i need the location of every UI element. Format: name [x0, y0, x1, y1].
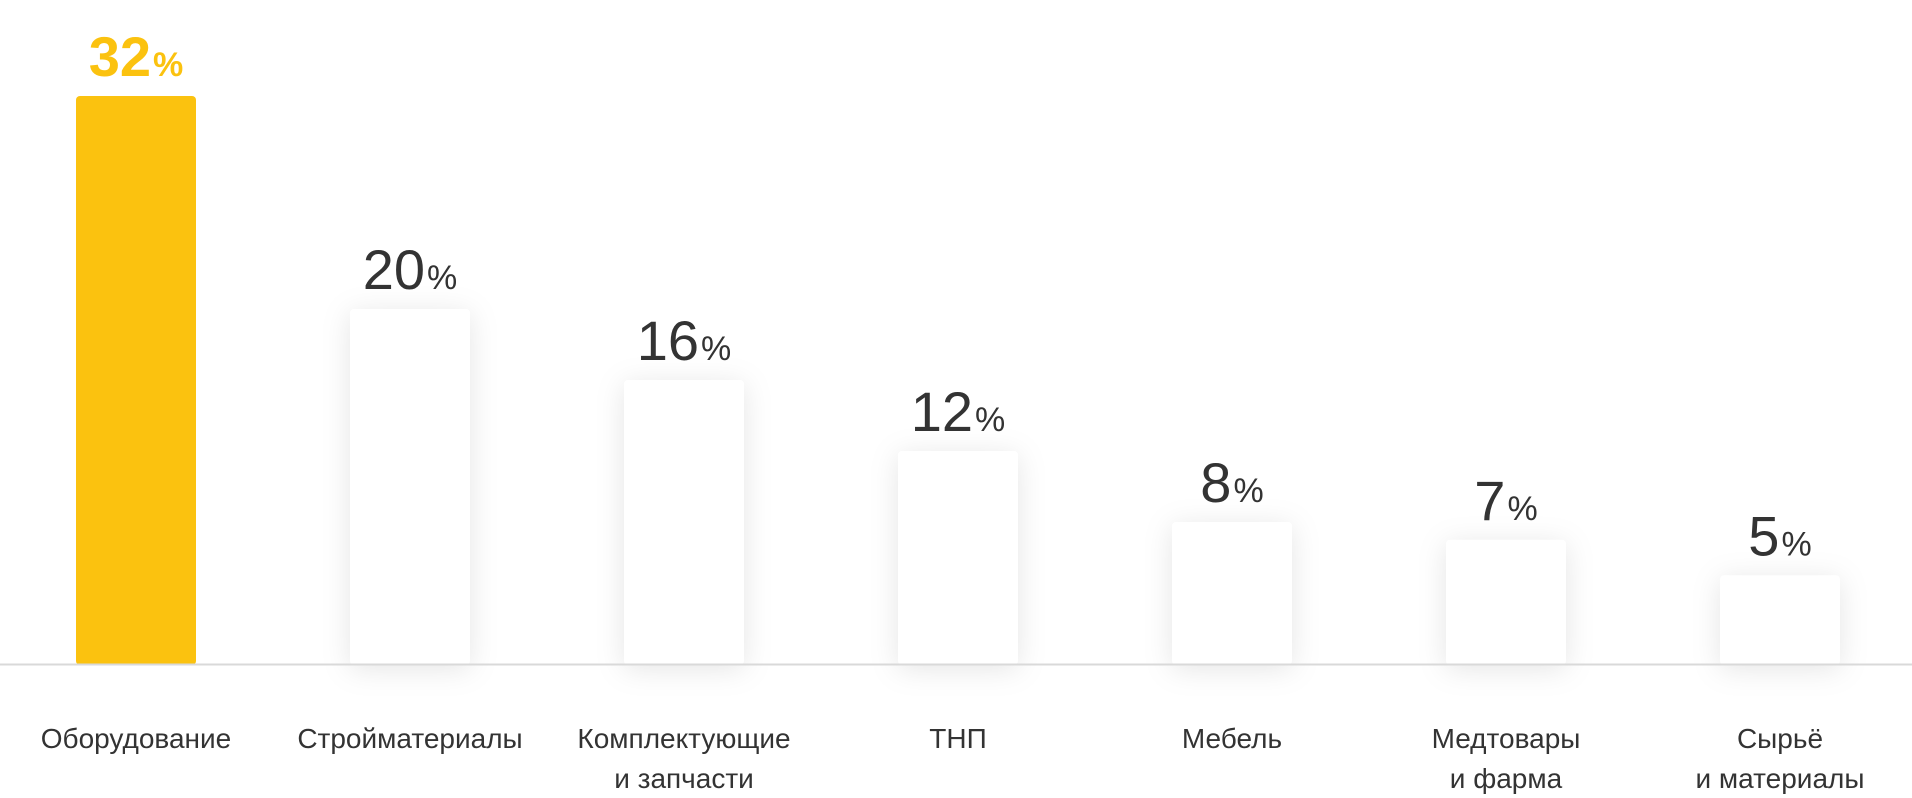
value-number: 20: [363, 238, 425, 301]
value-suffix: %: [701, 330, 731, 368]
value-label-6: 7%: [1474, 469, 1537, 532]
category-label-3: Комплектующие и запчасти: [577, 723, 790, 794]
value-labels-group: 32%20%16%12%8% 7% 5%: [89, 25, 1812, 567]
value-number: 16: [637, 309, 699, 372]
value-number: 5: [1748, 504, 1779, 567]
category-label-line: Мебель: [1182, 723, 1282, 754]
value-label-5: 8%: [1200, 451, 1263, 514]
category-label-line: Медтовары: [1432, 723, 1581, 754]
value-label-2: 20%: [363, 238, 458, 301]
bar-5: [1172, 522, 1292, 665]
category-label-line: Стройматериалы: [297, 723, 522, 754]
category-label-line: Комплектующие: [577, 723, 790, 754]
category-label-line: и запчасти: [614, 763, 754, 794]
value-number: 8: [1200, 451, 1231, 514]
category-label-line: и материалы: [1696, 763, 1865, 794]
value-label-7: 5%: [1748, 504, 1811, 567]
value-label-4: 12%: [911, 380, 1006, 443]
bar-7: [1720, 575, 1840, 665]
bar-4: [898, 451, 1018, 665]
category-label-line: Оборудование: [41, 723, 231, 754]
value-label-1: 32%: [89, 25, 184, 88]
category-label-line: ТНП: [929, 723, 986, 754]
bar-3: [624, 380, 744, 665]
category-label-5: Мебель: [1182, 723, 1282, 754]
category-label-7: Сырьё и материалы: [1696, 723, 1865, 794]
value-number: 32: [89, 25, 151, 88]
value-suffix: %: [1781, 525, 1811, 563]
bar-1: [76, 96, 196, 665]
category-label-6: Медтовары и фарма: [1432, 723, 1581, 794]
value-number: 12: [911, 380, 973, 443]
category-label-4: ТНП: [929, 723, 986, 754]
value-suffix: %: [427, 259, 457, 297]
bar-2: [350, 309, 470, 665]
value-suffix: %: [975, 401, 1005, 439]
value-label-3: 16%: [637, 309, 732, 372]
value-suffix: %: [153, 46, 183, 84]
category-label-2: Стройматериалы: [297, 723, 522, 754]
category-label-line: и фарма: [1450, 763, 1563, 794]
bar-6: [1446, 539, 1566, 665]
category-label-line: Сырьё: [1737, 723, 1823, 754]
value-suffix: %: [1233, 472, 1263, 510]
value-suffix: %: [1507, 490, 1537, 528]
category-labels-group: Оборудование Стройматериалы Комплектующие и…: [41, 723, 1865, 794]
category-label-1: Оборудование: [41, 723, 231, 754]
value-number: 7: [1474, 469, 1505, 532]
bars-group: [76, 96, 1840, 665]
